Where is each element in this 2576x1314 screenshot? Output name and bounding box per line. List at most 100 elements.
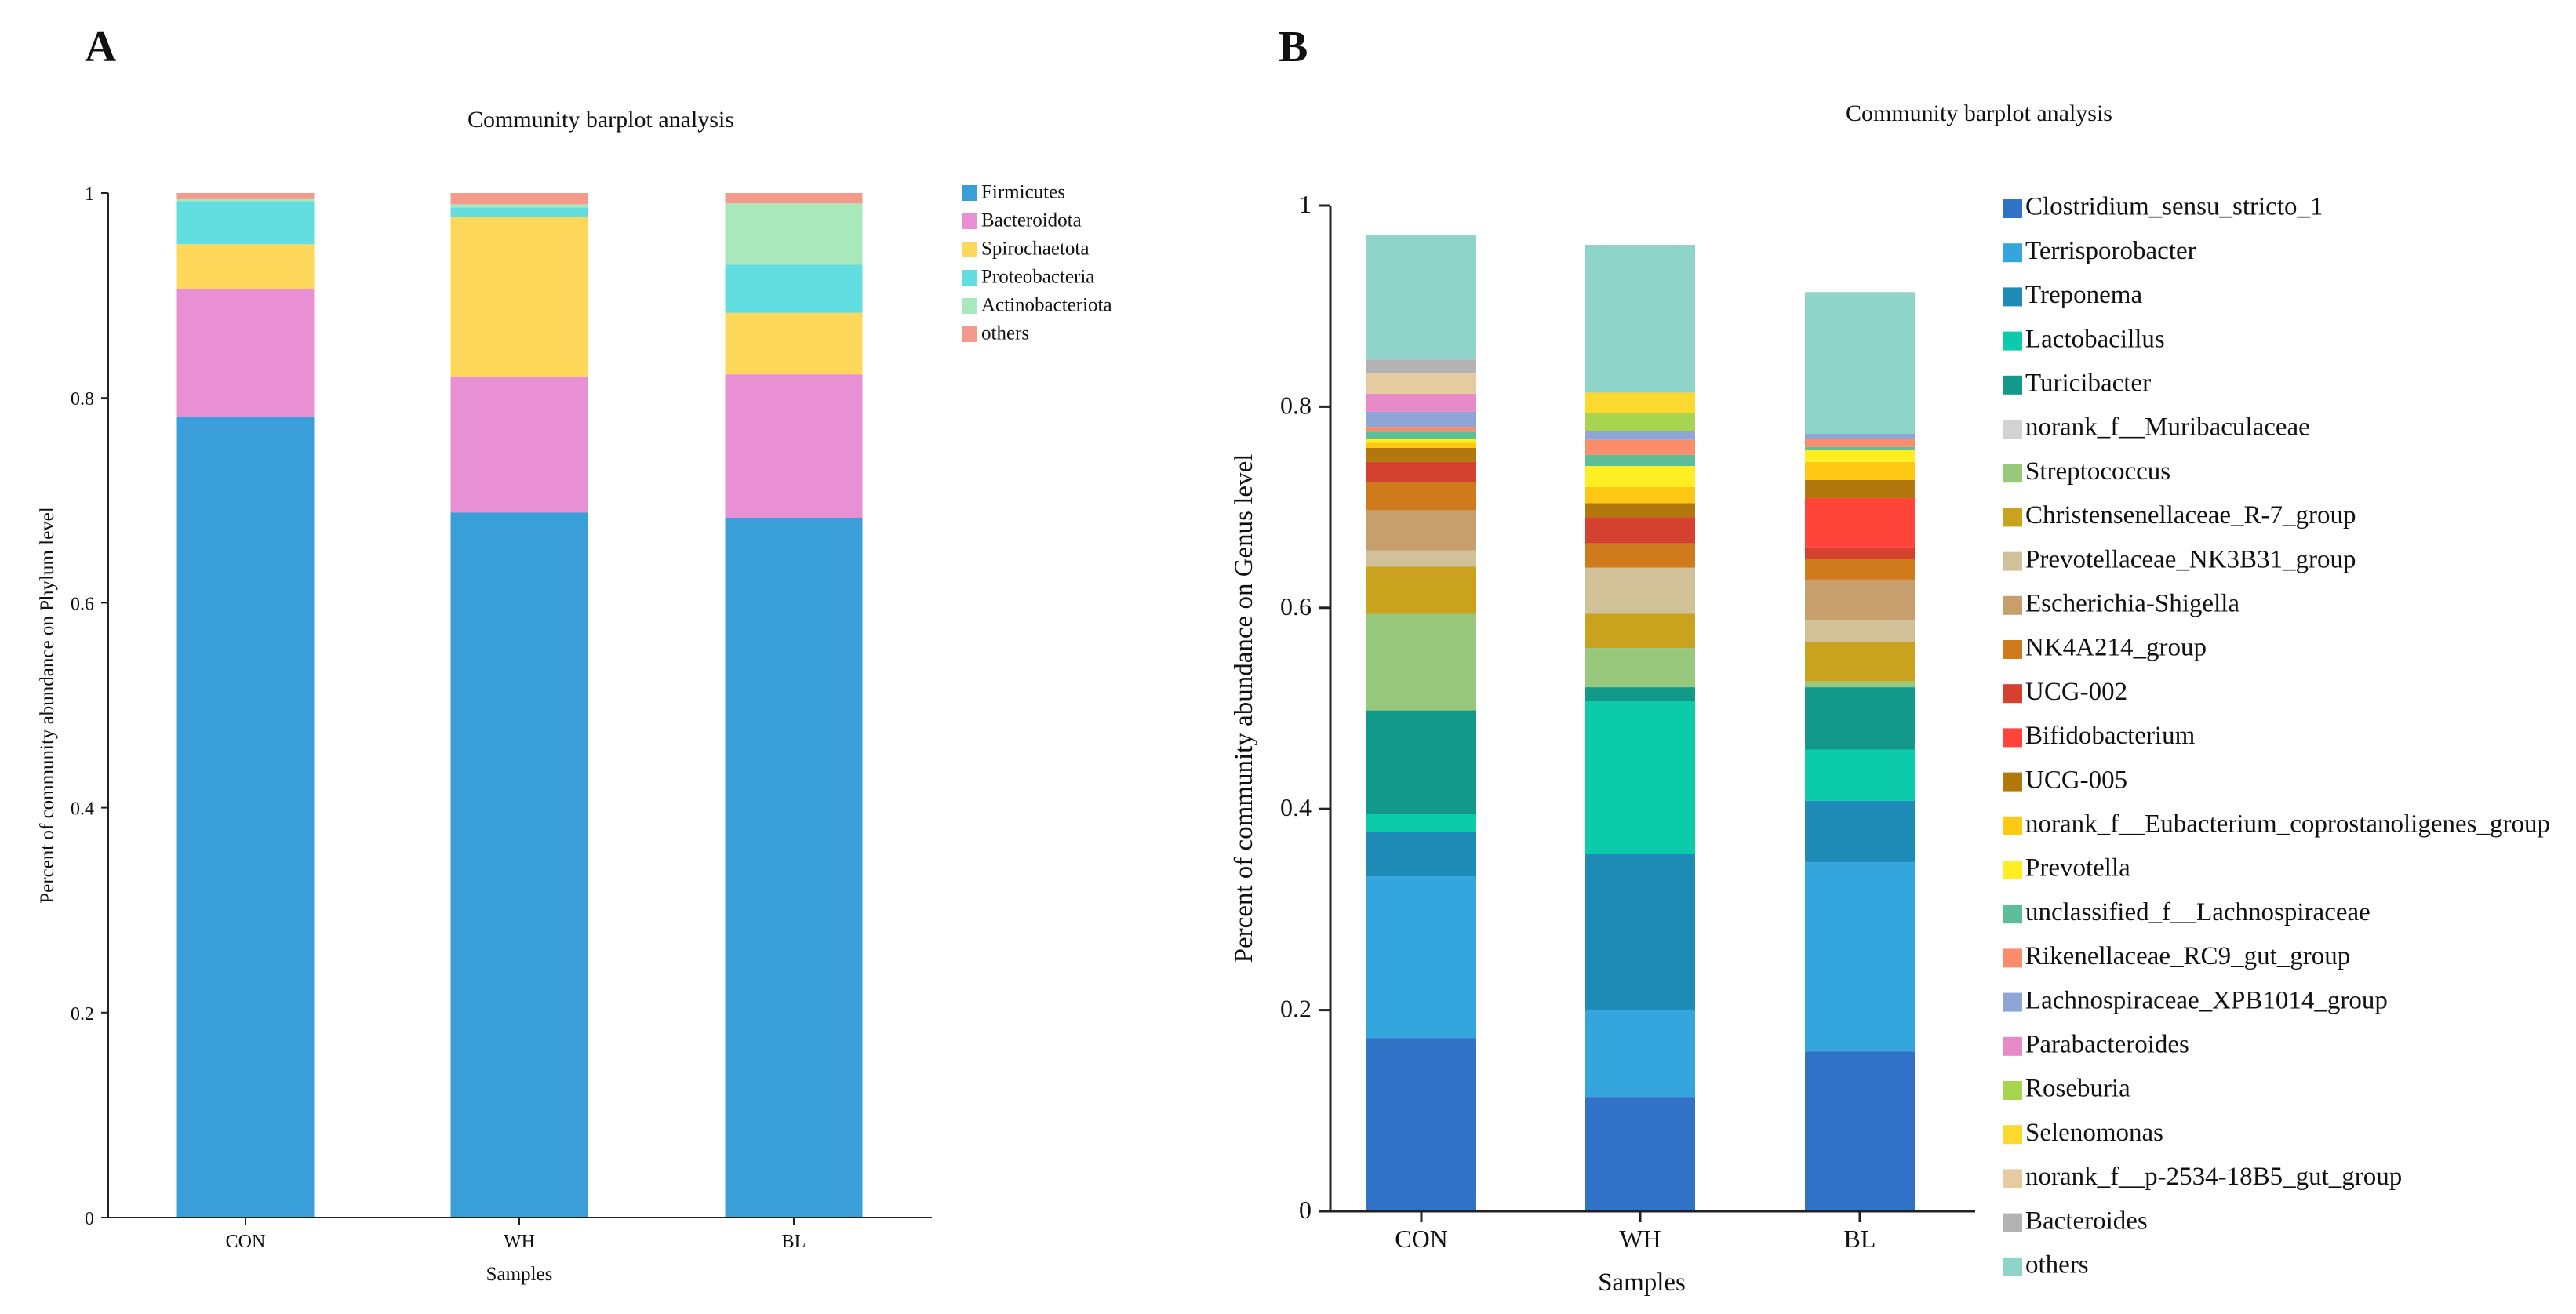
bar-stack-bl <box>1805 292 1915 1211</box>
legend-swatch-selenomonas <box>2003 1125 2022 1145</box>
bar-segment-con-actinobacteriota <box>176 198 315 202</box>
legend: Firmicutes Bacteroidota Spirochaetota Prote… <box>962 181 1112 344</box>
legend-label-terrisporobacter: Terrisporobacter <box>2025 237 2196 265</box>
bar-segment-con-spirochaetota <box>176 244 315 289</box>
legend-swatch-others <box>2003 1257 2022 1276</box>
chart-genus-level: Community barplot analysis Percent of com… <box>1230 100 2550 1297</box>
legend-swatch-firmicutes <box>962 185 977 201</box>
legend-swatch-lactobacillus <box>2003 331 2022 351</box>
legend-label-ucg-005: UCG-005 <box>2025 766 2127 794</box>
bar-segment-bl-prevotella <box>1805 450 1915 462</box>
legend-label-treponema: Treponema <box>2025 281 2142 309</box>
bar-segment-con-nk4a214-group <box>1366 482 1476 511</box>
legend-swatch-prevotella <box>2003 861 2022 879</box>
y-tick-label: 0.4 <box>71 799 94 820</box>
bar-segment-bl-terrisporobacter <box>1805 862 1915 1052</box>
bar-segment-con-others <box>176 193 315 199</box>
bar-segment-wh-lachnospiraceae-xpb1014-group <box>1585 431 1695 440</box>
bar-segment-con-escherichia-shigella <box>1366 510 1476 551</box>
y-axis-label: Percent of community abundance on Phylum… <box>37 507 58 903</box>
panel-letter-a: A <box>85 23 117 71</box>
legend-label-prevotella: Prevotella <box>2025 854 2130 883</box>
legend-label-ucg-002: UCG-002 <box>2025 678 2127 706</box>
y-tick-label: 0.6 <box>1280 592 1312 621</box>
bar-segment-wh-bacteroidota <box>450 376 588 513</box>
panel-letter-b: B <box>1279 23 1308 71</box>
bar-segment-con-treponema <box>1366 832 1476 877</box>
x-tick-label-wh: WH <box>1619 1225 1661 1253</box>
bar-segment-con-ucg-005 <box>1366 447 1476 462</box>
bar-segment-wh-unclassified-f-lachnospiraceae <box>1585 454 1695 467</box>
legend-swatch-proteobacteria <box>962 270 977 286</box>
legend-swatch-norank-f-eubacterium-coprostanoligenes-group <box>2003 816 2022 835</box>
legend-label-unclassified-f-lachnospiraceae: unclassified_f__Lachnospiraceae <box>2025 898 2370 926</box>
bar-segment-bl-nk4a214-group <box>1805 558 1915 580</box>
bar-segment-con-rikenellaceae-rc9-gut-group <box>1366 427 1476 432</box>
bar-segment-con-streptococcus <box>1366 613 1476 711</box>
bar-segment-bl-clostridium-sensu-stricto-1 <box>1805 1051 1915 1211</box>
legend-label-nk4a214-group: NK4A214_group <box>2025 634 2207 662</box>
legend-swatch-norank-f-p-2534-18b5-gut-group <box>2003 1169 2022 1188</box>
x-tick-label-bl: BL <box>782 1232 806 1252</box>
legend-label-lactobacillus: Lactobacillus <box>2025 325 2165 353</box>
bar-stack-con <box>176 193 315 1218</box>
bar-segment-con-ucg-002 <box>1366 461 1476 482</box>
bar-segment-con-turicibacter <box>1366 710 1476 814</box>
legend-label-christensenellaceae-r-7-group: Christensenellaceae_R-7_group <box>2025 501 2356 530</box>
legend-label-actinobacteriota: Actinobacteriota <box>981 294 1112 315</box>
legend-label-spirochaetota: Spirochaetota <box>981 238 1089 259</box>
legend-swatch-nk4a214-group <box>2003 640 2022 659</box>
bar-stack-bl <box>725 193 863 1218</box>
bar-segment-con-norank-f-p-2534-18b5-gut-group <box>1366 373 1476 394</box>
bar-segment-wh-proteobacteria <box>450 207 588 217</box>
bar-segment-bl-ucg-005 <box>1805 479 1915 499</box>
legend-swatch-ucg-002 <box>2003 684 2022 704</box>
bar-segment-wh-rikenellaceae-rc9-gut-group <box>1585 439 1695 455</box>
legend-label-norank-f-muribaculaceae: norank_f__Muribaculaceae <box>2025 413 2310 442</box>
legend-label-bacteroidota: Bacteroidota <box>981 209 1082 231</box>
x-axis-label: Samples <box>486 1264 553 1285</box>
legend-label-streptococcus: Streptococcus <box>2025 457 2170 486</box>
bar-segment-bl-norank-f-eubacterium-coprostanoligenes-group <box>1805 461 1915 480</box>
bar-segment-con-others <box>1366 235 1476 360</box>
legend-label-prevotellaceae-nk3b31-group: Prevotellaceae_NK3B31_group <box>2025 545 2356 573</box>
bar-segment-bl-spirochaetota <box>725 312 863 375</box>
y-tick-label: 0 <box>1299 1196 1312 1224</box>
bar-segment-bl-lachnospiraceae-xpb1014-group <box>1805 434 1915 439</box>
bar-segment-wh-treponema <box>1585 854 1695 1010</box>
x-tick-label-con: CON <box>226 1232 266 1252</box>
legend-label-rikenellaceae-rc9-gut-group: Rikenellaceae_RC9_gut_group <box>2025 942 2350 970</box>
legend-swatch-lachnospiraceae-xpb1014-group <box>2003 992 2022 1012</box>
bar-segment-wh-streptococcus <box>1585 648 1695 688</box>
legend-label-norank-f-eubacterium-coprostanoligenes-group: norank_f__Eubacterium_coprostanoligenes_… <box>2025 810 2550 838</box>
bar-segment-bl-others <box>725 193 863 204</box>
legend-label-proteobacteria: Proteobacteria <box>981 266 1094 287</box>
bar-segment-con-clostridium-sensu-stricto-1 <box>1366 1038 1476 1211</box>
legend-label-bacteroides: Bacteroides <box>2025 1207 2148 1235</box>
legend-swatch-clostridium-sensu-stricto-1 <box>2003 199 2022 218</box>
bar-segment-con-prevotella <box>1366 439 1476 443</box>
legend-swatch-actinobacteriota <box>962 298 977 314</box>
legend-swatch-terrisporobacter <box>2003 243 2022 263</box>
bar-segment-bl-bifidobacterium <box>1805 498 1915 548</box>
legend-swatch-ucg-005 <box>2003 772 2022 792</box>
y-tick-label: 0.2 <box>71 1004 94 1025</box>
bar-segment-wh-lactobacillus <box>1585 701 1695 854</box>
bar-segment-wh-christensenellaceae-r-7-group <box>1585 613 1695 649</box>
chart-phylum-level: Community barplot analysis Percent of com… <box>37 107 1112 1285</box>
bar-segment-wh-norank-f-eubacterium-coprostanoligenes-group <box>1585 486 1695 504</box>
y-tick-label: 0.6 <box>71 594 94 614</box>
legend: Clostridium_sensu_stricto_1 Terrisporobac… <box>2003 193 2550 1279</box>
bar-segment-wh-prevotellaceae-nk3b31-group <box>1585 567 1695 614</box>
y-tick-label: 0.2 <box>1280 995 1312 1023</box>
bar-segment-con-unclassified-f-lachnospiraceae <box>1366 431 1476 439</box>
bar-segment-bl-christensenellaceae-r-7-group <box>1805 642 1915 682</box>
bar-segment-bl-treponema <box>1805 800 1915 863</box>
bar-stack-wh <box>450 193 588 1218</box>
chart-title: Community barplot analysis <box>468 107 734 133</box>
bar-segment-con-lachnospiraceae-xpb1014-group <box>1366 411 1476 428</box>
bar-segment-bl-others <box>1805 292 1915 435</box>
legend-label-lachnospiraceae-xpb1014-group: Lachnospiraceae_XPB1014_group <box>2025 986 2388 1014</box>
bar-segment-bl-ucg-002 <box>1805 547 1915 559</box>
legend-swatch-others <box>962 326 977 342</box>
